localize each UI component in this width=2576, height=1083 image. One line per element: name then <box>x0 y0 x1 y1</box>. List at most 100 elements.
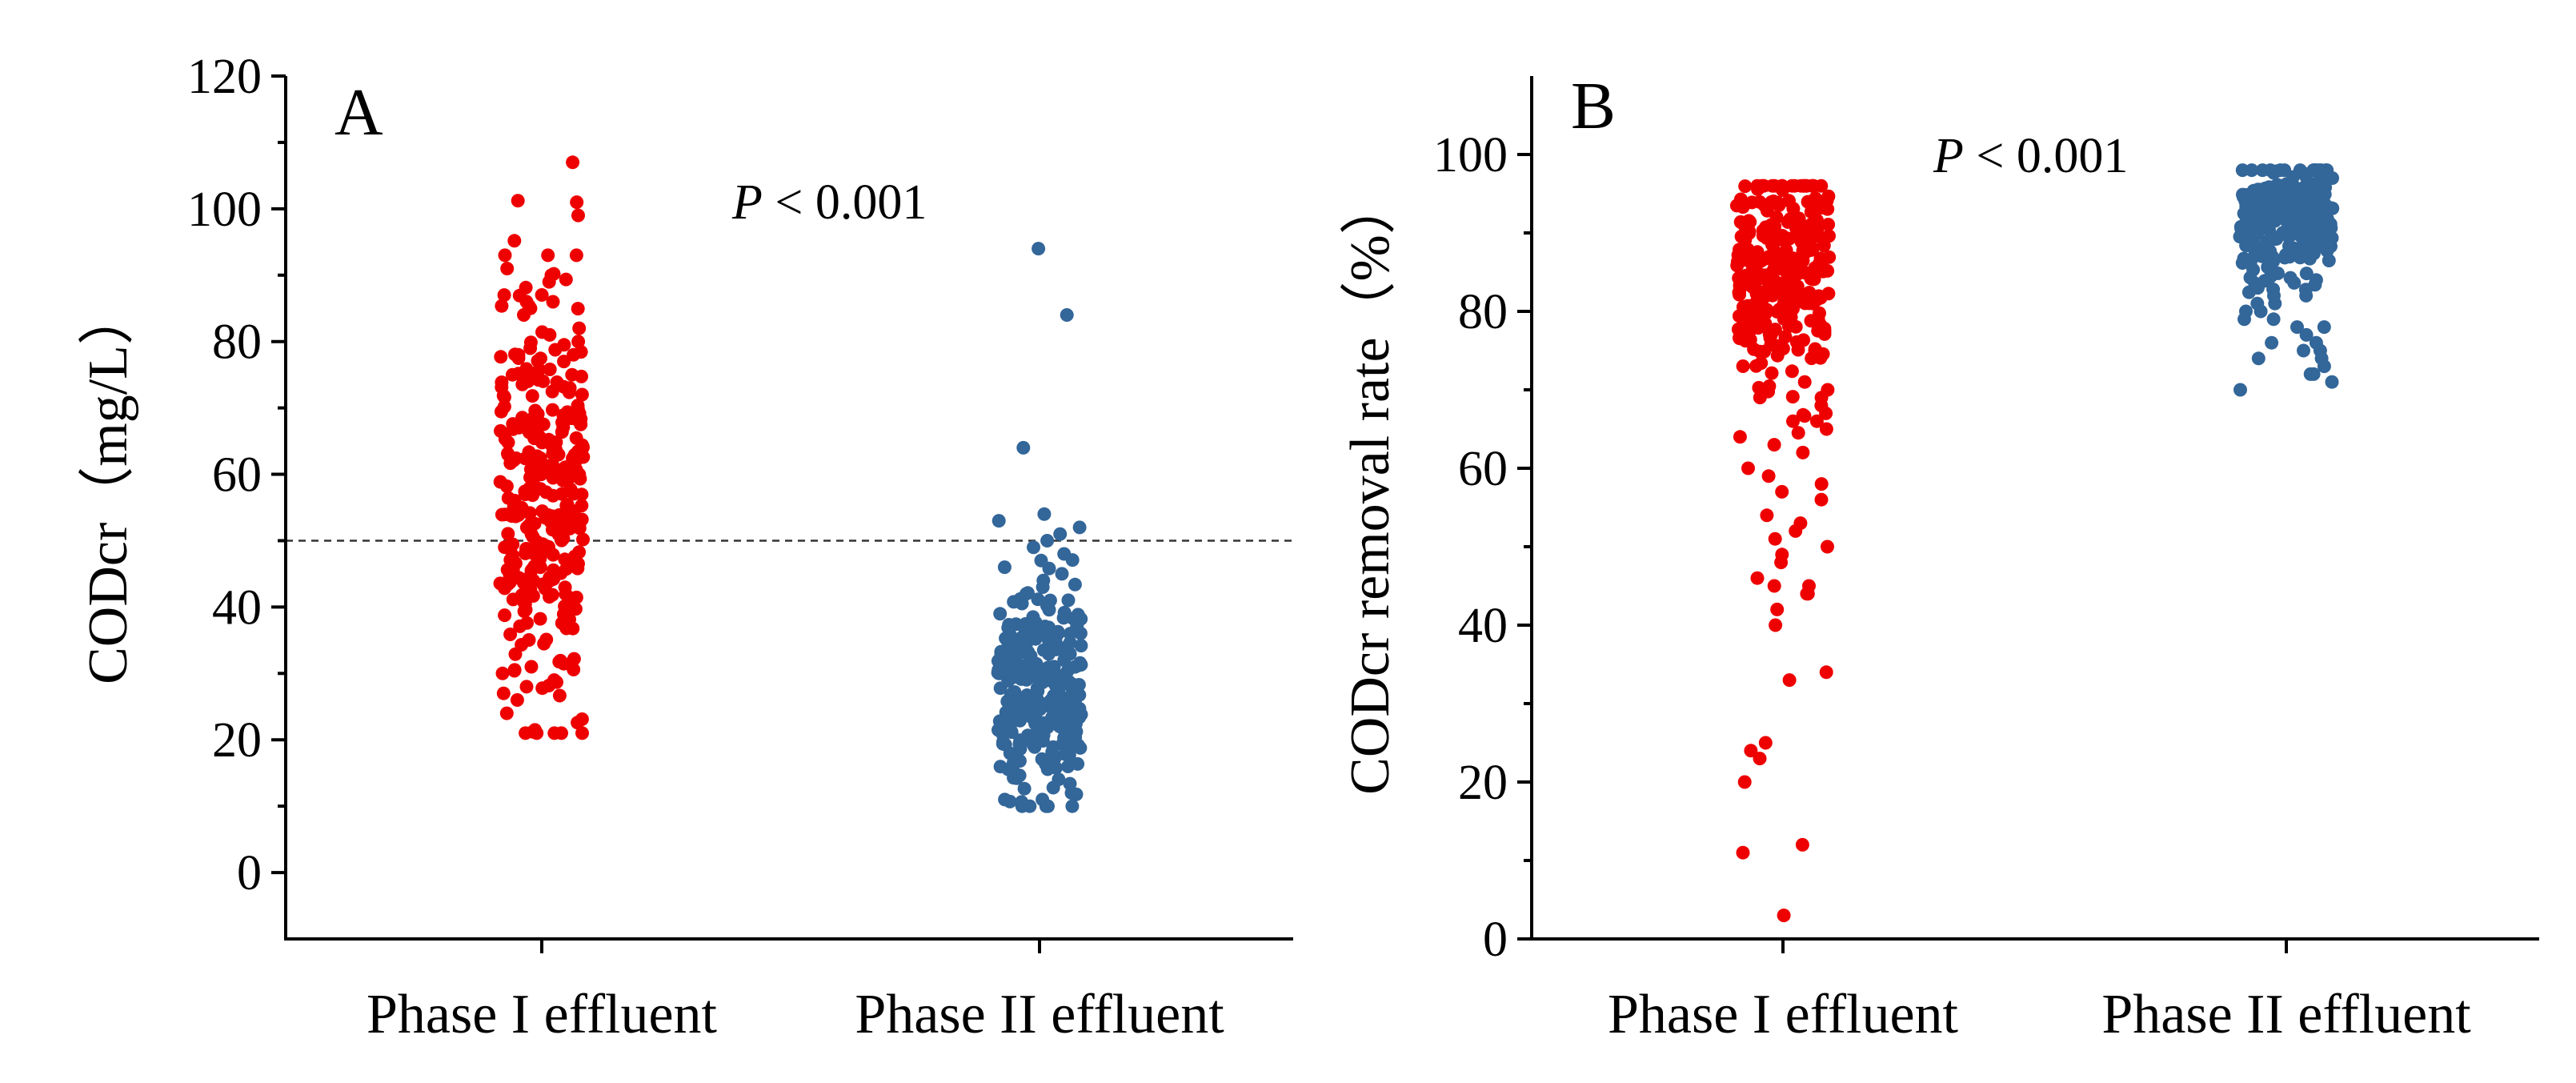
phase2-point <box>1015 708 1029 723</box>
phase2-point <box>2293 251 2307 265</box>
phase1-point <box>1811 194 1825 208</box>
phase2-point <box>1052 683 1066 697</box>
phase1-point <box>571 335 586 349</box>
phase2-point <box>2236 187 2249 202</box>
phase1-point <box>558 580 572 595</box>
phase1-point <box>1785 390 1800 404</box>
phase1-point <box>523 470 537 484</box>
y-tick-label: 80 <box>1458 285 1508 339</box>
phase1-point <box>496 388 511 403</box>
phase1-point <box>558 552 572 567</box>
panel-b-ylabel: CODcr removal rate（%） <box>1340 178 1401 795</box>
panel-a-p-italic: P <box>731 175 763 230</box>
phase1-point <box>1730 255 1745 269</box>
phase1-point <box>495 507 509 522</box>
phase2-point <box>2316 239 2330 253</box>
phase2-point <box>1046 780 1060 795</box>
y-tick-label: 40 <box>1458 599 1508 653</box>
phase2-point <box>2254 249 2269 263</box>
phase1-point <box>525 389 539 403</box>
phase2-point <box>2313 223 2327 236</box>
phase1-point <box>498 248 512 263</box>
y-tick-label: 60 <box>1458 442 1508 496</box>
panel-b-y-ticks: 0 20 40 60 80 100 <box>1433 128 1532 967</box>
phase1-point <box>1785 364 1799 379</box>
phase1-point <box>543 363 557 376</box>
phase1-point <box>1741 461 1755 475</box>
panel-b-phase1-points <box>1729 178 1837 923</box>
phase1-point <box>534 467 548 482</box>
phase2-point <box>1006 764 1020 779</box>
x-category-label: Phase II effluent <box>2101 984 2471 1045</box>
phase1-point <box>498 608 512 623</box>
phase1-point <box>522 633 536 647</box>
phase1-point <box>1806 272 1821 287</box>
panel-b-p-rest: < 0.001 <box>1964 129 2128 183</box>
phase1-point <box>1752 380 1766 395</box>
phase1-point <box>566 155 580 170</box>
phase2-point <box>993 607 1008 621</box>
phase2-point <box>2317 320 2331 335</box>
phase2-point <box>2241 219 2256 233</box>
x-category-label: Phase I effluent <box>1608 984 1959 1045</box>
phase2-point <box>1024 649 1038 664</box>
phase1-point <box>1796 245 1810 259</box>
phase1-point <box>517 604 531 619</box>
phase2-point <box>2271 267 2285 280</box>
phase2-point <box>1074 612 1088 626</box>
phase1-point <box>1817 327 1832 341</box>
phase2-point <box>1062 748 1076 762</box>
panel-a-x-ticks: Phase I effluent Phase II effluent <box>367 939 1224 1045</box>
phase1-point <box>1781 319 1796 334</box>
phase2-point <box>1072 678 1086 692</box>
phase2-point <box>1057 653 1072 668</box>
phase2-point <box>2251 351 2266 366</box>
phase1-point <box>1736 359 1750 373</box>
phase1-point <box>523 481 537 495</box>
phase1-point <box>556 531 571 546</box>
phase2-point <box>1065 799 1080 813</box>
phase1-point <box>539 485 553 499</box>
phase1-point <box>572 545 587 560</box>
phase1-point <box>1750 571 1765 585</box>
phase1-point <box>1772 339 1786 353</box>
phase2-point <box>2290 320 2304 335</box>
phase1-point <box>1741 250 1756 264</box>
phase1-point <box>560 405 575 419</box>
phase2-point <box>2299 222 2314 236</box>
phase1-point <box>536 433 551 447</box>
phase1-point <box>1740 271 1754 285</box>
phase1-point <box>555 473 570 487</box>
panel-b-letter: B <box>1571 69 1616 143</box>
phase1-point <box>1733 430 1747 444</box>
phase2-point <box>1019 672 1033 686</box>
phase1-point <box>1768 531 1782 546</box>
phase2-point <box>1007 595 1021 609</box>
phase2-point <box>997 560 1012 575</box>
phase1-point <box>552 688 567 703</box>
phase2-point <box>2263 163 2278 178</box>
phase2-point <box>1023 799 1037 813</box>
phase2-point <box>992 714 1007 728</box>
phase2-point <box>2265 335 2279 350</box>
y-tick-label: 0 <box>1483 913 1508 967</box>
phase1-point <box>571 561 585 576</box>
phase1-point <box>1791 426 1805 440</box>
phase1-point <box>513 619 527 633</box>
panel-b: CODcr removal rate（%） 0 20 40 60 80 100 Phase… <box>1340 69 2539 1045</box>
phase1-point <box>1756 229 1770 243</box>
phase1-point <box>1772 198 1786 212</box>
panel-b-axes <box>1530 76 2539 941</box>
phase1-point <box>501 435 515 450</box>
phase1-point <box>1749 359 1763 373</box>
phase1-point <box>1819 665 1833 680</box>
phase1-point <box>496 686 511 700</box>
phase1-point <box>533 552 547 566</box>
phase2-point <box>992 514 1006 528</box>
phase1-point <box>1758 284 1773 299</box>
phase1-point <box>1753 752 1767 766</box>
phase1-point <box>1768 219 1782 234</box>
phase2-point <box>2299 267 2314 281</box>
phase2-point <box>1073 626 1088 640</box>
phase2-point <box>2309 273 2323 287</box>
